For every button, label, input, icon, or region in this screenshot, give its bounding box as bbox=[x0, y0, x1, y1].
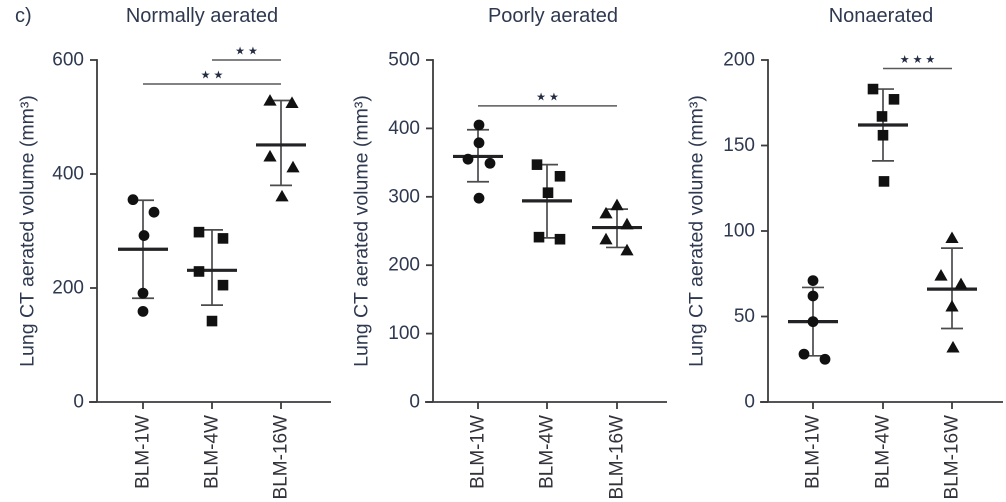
data-point-triangle bbox=[286, 160, 300, 173]
data-point-square bbox=[217, 279, 229, 291]
data-point-square bbox=[877, 129, 889, 141]
data-point-triangle bbox=[599, 206, 613, 219]
panel-title-poorly-aerated: Poorly aerated bbox=[487, 5, 619, 27]
data-point-square bbox=[193, 226, 205, 238]
data-point-circle bbox=[807, 290, 819, 302]
y-tick-label: 100 bbox=[388, 323, 420, 344]
data-point-triangle bbox=[934, 269, 948, 281]
data-point-square bbox=[533, 231, 545, 243]
y-tick-label: 400 bbox=[388, 118, 420, 139]
data-point-square bbox=[876, 111, 888, 122]
data-point-circle bbox=[807, 316, 819, 328]
data-point-circle bbox=[473, 192, 485, 204]
y-tick-label: 100 bbox=[723, 221, 755, 242]
data-point-triangle bbox=[954, 277, 968, 290]
significance-label: ★★ bbox=[235, 45, 261, 58]
data-point-circle bbox=[127, 194, 139, 206]
data-point-circle bbox=[148, 206, 160, 218]
x-category-label: BLM-16W bbox=[942, 415, 963, 500]
figure-label: c) bbox=[15, 5, 32, 27]
data-point-circle bbox=[473, 137, 485, 149]
y-tick-label: 500 bbox=[388, 50, 420, 71]
x-category-label: BLM-16W bbox=[271, 415, 292, 500]
data-point-circle bbox=[137, 287, 149, 299]
y-tick-label: 200 bbox=[52, 278, 84, 299]
data-point-circle bbox=[807, 275, 819, 286]
data-point-square bbox=[193, 266, 205, 277]
data-point-circle bbox=[138, 230, 150, 241]
y-tick-label: 0 bbox=[73, 392, 84, 413]
y-tick-label: 150 bbox=[723, 135, 755, 156]
data-point-triangle bbox=[599, 232, 613, 245]
y-tick-label: 600 bbox=[52, 50, 84, 71]
data-point-square bbox=[554, 233, 566, 245]
data-point-square bbox=[217, 233, 229, 244]
data-point-triangle bbox=[263, 94, 277, 106]
panel-title-normally-aerated: Normally aerated bbox=[125, 5, 279, 27]
y-tick-label: 200 bbox=[388, 255, 420, 276]
data-point-triangle bbox=[620, 217, 634, 230]
data-point-triangle bbox=[285, 96, 299, 108]
data-point-square bbox=[531, 159, 543, 170]
y-tick-label: 400 bbox=[52, 164, 84, 185]
data-point-circle bbox=[462, 153, 474, 165]
data-point-square bbox=[867, 83, 879, 95]
data-point-triangle bbox=[263, 149, 277, 162]
data-point-triangle bbox=[945, 299, 959, 312]
data-point-circle bbox=[819, 353, 831, 365]
data-point-square bbox=[888, 94, 900, 105]
data-point-triangle bbox=[620, 243, 634, 256]
panel-title-nonaerated: Nonaerated bbox=[828, 5, 934, 27]
y-tick-label: 0 bbox=[744, 392, 755, 413]
significance-label: ★★ bbox=[201, 68, 227, 81]
y-tick-label: 50 bbox=[734, 306, 755, 327]
data-point-triangle bbox=[946, 340, 960, 353]
x-category-label: BLM-4W bbox=[873, 415, 894, 489]
y-tick-label: 300 bbox=[388, 186, 420, 207]
data-point-square bbox=[878, 176, 890, 187]
x-category-label: BLM-16W bbox=[607, 415, 628, 500]
data-point-square bbox=[554, 170, 566, 182]
data-point-circle bbox=[473, 119, 485, 131]
data-point-triangle bbox=[610, 198, 624, 211]
significance-label: ★★★ bbox=[900, 53, 939, 66]
x-category-label: BLM-4W bbox=[537, 415, 558, 489]
x-category-label: BLM-1W bbox=[803, 415, 824, 489]
data-point-square bbox=[542, 187, 554, 198]
x-category-label: BLM-1W bbox=[133, 415, 154, 489]
data-point-circle bbox=[798, 348, 810, 360]
y-tick-label: 0 bbox=[409, 392, 420, 413]
data-point-triangle bbox=[945, 231, 959, 244]
x-category-label: BLM-4W bbox=[202, 415, 223, 489]
y-tick-label: 200 bbox=[723, 50, 755, 71]
data-point-circle bbox=[484, 157, 496, 169]
data-point-circle bbox=[137, 305, 149, 317]
data-point-square bbox=[206, 315, 218, 327]
significance-label: ★★ bbox=[536, 90, 562, 103]
data-point-triangle bbox=[275, 189, 289, 202]
x-category-label: BLM-1W bbox=[468, 415, 489, 489]
